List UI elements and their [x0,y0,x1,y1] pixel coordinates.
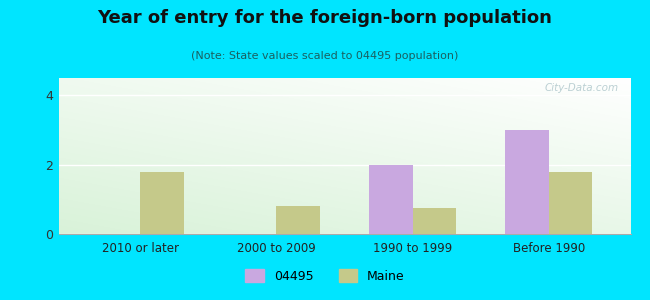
Bar [549,172,592,234]
Text: Year of entry for the foreign-born population: Year of entry for the foreign-born popul… [98,9,552,27]
Legend: 04495, Maine: 04495, Maine [240,264,410,288]
Text: City-Data.com: City-Data.com [545,83,619,93]
Text: (Note: State values scaled to 04495 population): (Note: State values scaled to 04495 popu… [191,51,459,61]
Bar [140,172,184,234]
Bar [369,165,413,234]
Bar [505,130,549,234]
Bar [276,206,320,234]
Bar [413,208,456,234]
